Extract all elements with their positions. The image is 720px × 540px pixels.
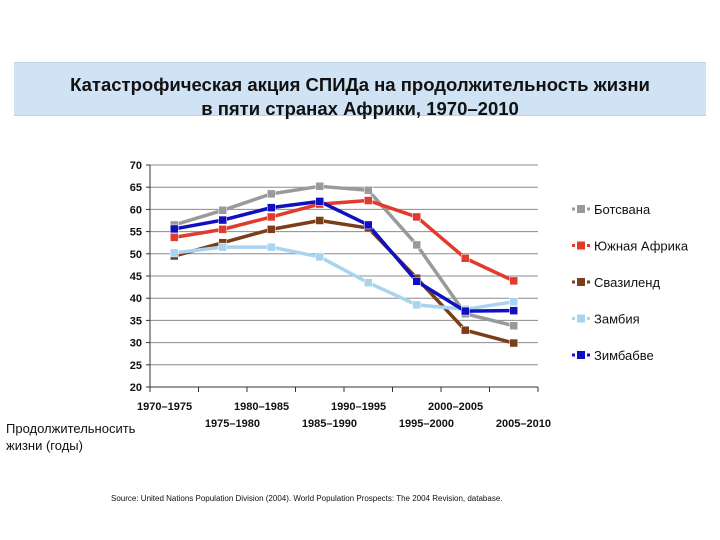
y-tick-label: 20 (130, 382, 142, 394)
data-point (509, 306, 518, 315)
y-tick-label: 60 (130, 204, 142, 216)
x-tick-label: 1980–1985 (234, 401, 289, 413)
data-point (267, 212, 276, 222)
data-point (218, 242, 227, 252)
data-point (267, 203, 276, 212)
legend: Ботсвана Южная Африка Свазиленд Замбия Зимба… (572, 202, 689, 363)
x-tick-label: 1975–1980 (205, 418, 260, 430)
data-point (267, 242, 276, 252)
legend-swatch-marker (577, 241, 585, 250)
chart-title-line-1: Катастрофическая акция СПИДа на продолжи… (70, 74, 650, 95)
y-axis-label: Продолжительносить жизни (годы) (6, 421, 136, 453)
data-point (315, 216, 324, 225)
y-tick-label: 30 (130, 338, 142, 350)
y-tick-label: 50 (130, 249, 142, 261)
series-lines (170, 182, 518, 348)
data-point (170, 224, 179, 234)
legend-swatch-marker (577, 351, 585, 359)
data-point (509, 297, 518, 307)
data-point (218, 225, 227, 234)
series-line-4 (172, 245, 516, 312)
data-point (315, 197, 324, 206)
x-tick-label: 1990–1995 (331, 401, 386, 413)
data-point (364, 220, 373, 230)
data-point (509, 276, 518, 286)
data-point (461, 253, 470, 263)
y-tick-label: 25 (130, 360, 142, 372)
source-note: Source: United Nations Population Divisi… (111, 494, 503, 503)
series-line-1 (172, 184, 516, 328)
chart-title-line-2: в пяти странах Африки, 1970–2010 (201, 98, 519, 119)
data-point (218, 206, 227, 215)
data-point (267, 189, 276, 199)
legend-swatch-marker (577, 278, 585, 286)
data-point (315, 182, 324, 191)
data-point (412, 240, 421, 250)
legend-label: Свазиленд (594, 275, 660, 290)
data-point (461, 325, 470, 335)
x-tick-labels: 1970–1975 1975–1980 1980–1985 1985–1990 1990… (137, 401, 551, 430)
y-tick-label: 55 (130, 227, 142, 239)
chart-title: Катастрофическая акция СПИДа на продолжи… (14, 73, 706, 121)
data-point (170, 233, 179, 242)
legend-label: Ботсвана (594, 202, 651, 217)
data-point (315, 252, 324, 262)
legend-swatch-marker (577, 314, 585, 323)
data-point (412, 212, 421, 222)
y-tick-label: 35 (130, 315, 142, 327)
x-tick-label: 1995–2000 (399, 418, 454, 430)
y-tick-label: 70 (130, 160, 142, 172)
series-line-2 (172, 198, 516, 283)
title-band (14, 62, 706, 116)
x-tick-label: 2000–2005 (428, 401, 483, 413)
series-line-3 (172, 218, 516, 345)
data-point (509, 321, 518, 330)
data-point (412, 300, 421, 310)
series-line-5 (172, 199, 516, 313)
x-tick-label: 1985–1990 (302, 418, 357, 430)
x-tick-label: 2005–2010 (496, 418, 551, 430)
data-point (267, 225, 276, 234)
data-point (461, 306, 470, 316)
legend-swatch-marker (577, 205, 585, 213)
data-point (218, 215, 227, 225)
data-point (364, 186, 373, 195)
data-point (412, 277, 421, 286)
data-point (170, 248, 179, 258)
data-point (364, 196, 373, 205)
y-tick-label: 45 (130, 271, 142, 283)
legend-label: Замбия (594, 312, 640, 327)
y-tick-label: 40 (130, 293, 142, 305)
axes (146, 164, 539, 392)
x-tick-label: 1970–1975 (137, 401, 192, 413)
y-tick-label: 65 (130, 182, 142, 194)
y-tick-labels: 20 25 30 35 40 45 50 55 60 65 70 (130, 160, 142, 394)
data-point (509, 338, 518, 348)
legend-label: Зимбабве (594, 348, 654, 363)
data-point (364, 278, 373, 287)
legend-label: Южная Африка (594, 239, 689, 254)
